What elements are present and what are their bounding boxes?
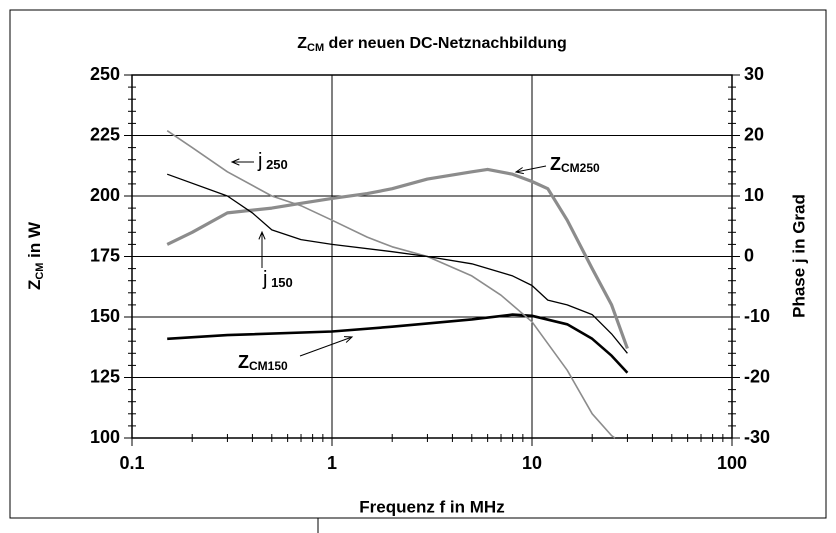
y-tick-label: 125 [90,366,120,386]
x-tick-label: 100 [717,453,747,473]
series-line [167,313,629,374]
series-label: j 250 [257,150,288,172]
annotation-arrowhead [514,167,524,175]
y2-axis-label: Phase j in Grad [789,194,808,318]
series-label: j 150 [262,268,293,290]
y-tick-label: 150 [90,306,120,326]
y-tick-label: 100 [90,427,120,447]
annotation-arrowhead [343,336,354,343]
chart-title: ZCM der neuen DC-Netznachbildung [297,35,567,54]
y2-tick-label: -30 [744,427,770,447]
y2-tick-label: -20 [744,366,770,386]
frame [9,9,827,519]
series-label: ZCM150 [238,352,288,373]
y-tick-label: 175 [90,245,120,265]
x-tick-label: 1 [327,453,337,473]
annotation-arrow [299,336,353,357]
x-tick-label: 10 [522,453,542,473]
series-line [166,130,616,439]
annotation-arrowhead [258,230,266,240]
x-axis-label: Frequenz f in MHz [359,497,504,516]
series-line [166,167,629,350]
annotation-arrowhead [230,158,240,166]
x-tick-label: 0.1 [119,453,144,473]
y-tick-label: 200 [90,185,120,205]
y-tick-label: 225 [90,124,120,144]
y2-tick-label: 30 [744,64,764,84]
annotation-arrow [515,165,547,173]
series-label: ZCM250 [550,154,600,175]
y-tick-label: 250 [90,64,120,84]
y2-tick-label: -10 [744,306,770,326]
y2-tick-label: 20 [744,124,764,144]
plot-area [131,74,733,439]
y2-tick-label: 10 [744,185,764,205]
y-axis-label: ZCM in W [25,221,45,290]
y2-tick-label: 0 [744,245,754,265]
series-line [166,173,628,354]
